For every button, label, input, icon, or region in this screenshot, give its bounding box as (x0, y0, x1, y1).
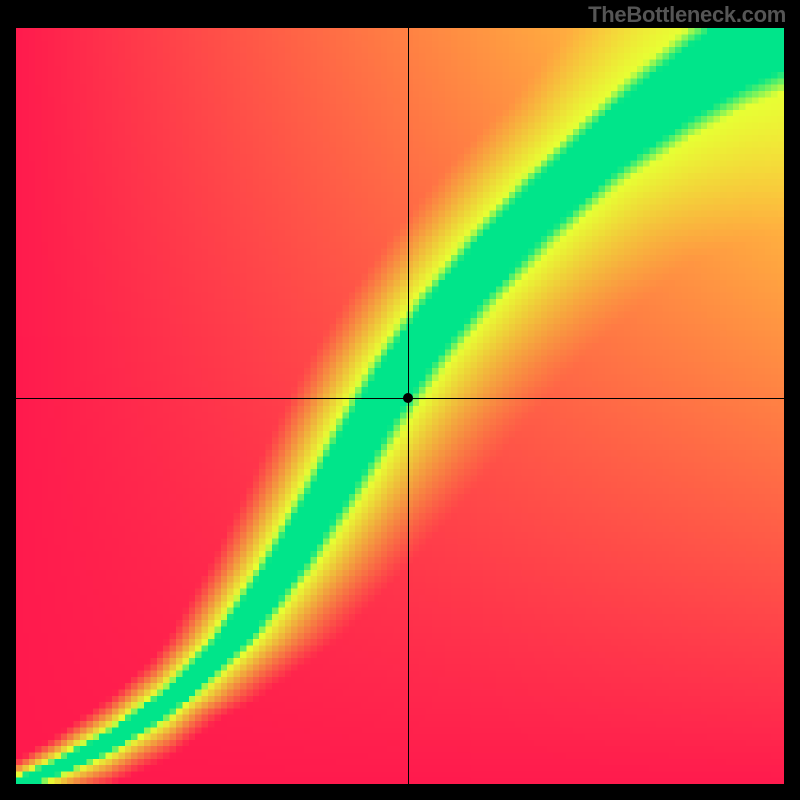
heatmap-canvas (16, 28, 784, 784)
crosshair-vertical (408, 28, 409, 784)
marker-dot (403, 393, 413, 403)
plot-area (16, 28, 784, 784)
watermark-text: TheBottleneck.com (588, 2, 786, 28)
crosshair-horizontal (16, 398, 784, 399)
chart-container: TheBottleneck.com (0, 0, 800, 800)
